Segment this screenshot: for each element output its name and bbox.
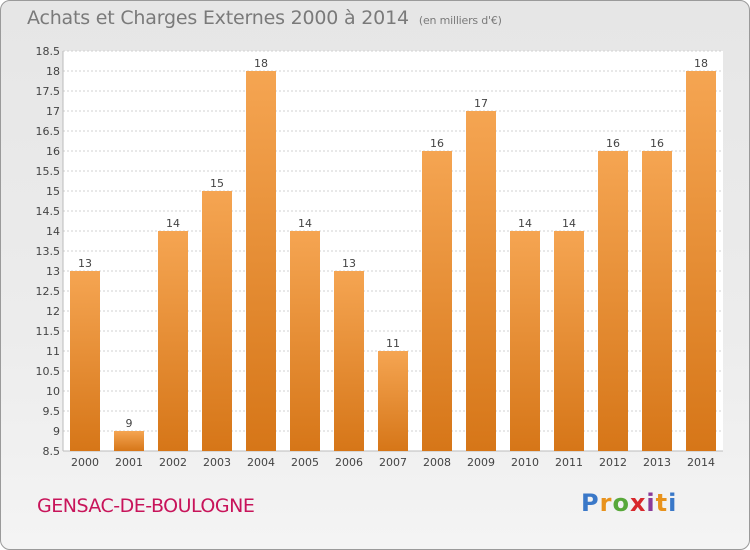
- bar: [422, 151, 452, 451]
- x-tick-label: 2000: [71, 456, 99, 469]
- bar: [202, 191, 232, 451]
- chart-title: Achats et Charges Externes 2000 à 2014 (e…: [27, 7, 502, 29]
- data-label: 17: [474, 97, 488, 110]
- data-label: 16: [650, 137, 664, 150]
- y-tick-label: 15: [46, 185, 60, 198]
- logo-letter: i: [668, 489, 678, 517]
- y-tick-label: 18: [46, 65, 60, 78]
- x-tick-label: 2001: [115, 456, 143, 469]
- bar: [598, 151, 628, 451]
- x-tick-label: 2005: [291, 456, 319, 469]
- logo-letter: t: [655, 489, 669, 517]
- y-tick-label: 16.5: [36, 125, 61, 138]
- y-tick-label: 11.5: [36, 325, 61, 338]
- y-tick-label: 9: [53, 425, 60, 438]
- bar: [510, 231, 540, 451]
- bar: [378, 351, 408, 451]
- y-tick-label: 14.5: [36, 205, 61, 218]
- commune-name: GENSAC-DE-BOULOGNE: [37, 495, 255, 517]
- y-tick-label: 17.5: [36, 85, 61, 98]
- x-tick-label: 2003: [203, 456, 231, 469]
- data-label: 13: [342, 257, 356, 270]
- y-tick-label: 14: [46, 225, 60, 238]
- data-label: 16: [606, 137, 620, 150]
- logo-letter: x: [629, 489, 647, 517]
- data-label: 14: [298, 217, 312, 230]
- data-label: 9: [126, 417, 133, 430]
- x-tick-label: 2014: [687, 456, 715, 469]
- data-label: 16: [430, 137, 444, 150]
- y-tick-label: 15.5: [36, 165, 61, 178]
- data-label: 14: [518, 217, 532, 230]
- x-tick-label: 2006: [335, 456, 363, 469]
- y-tick-label: 10: [46, 385, 60, 398]
- x-tick-label: 2013: [643, 456, 671, 469]
- logo-letter: i: [646, 489, 656, 517]
- x-tick-label: 2009: [467, 456, 495, 469]
- logo-letter: o: [612, 489, 630, 517]
- logo-letter: r: [599, 489, 613, 517]
- x-tick-label: 2011: [555, 456, 583, 469]
- x-tick-label: 2008: [423, 456, 451, 469]
- logo-letter: P: [581, 489, 600, 517]
- x-tick-label: 2012: [599, 456, 627, 469]
- y-tick-label: 16: [46, 145, 60, 158]
- chart-unit: (en milliers d'€): [418, 14, 502, 27]
- y-tick-label: 17: [46, 105, 60, 118]
- y-tick-label: 18.5: [36, 45, 61, 58]
- y-tick-label: 11: [46, 345, 60, 358]
- bar: [686, 71, 716, 451]
- data-label: 14: [166, 217, 180, 230]
- proxiti-logo: Proxiti: [581, 489, 677, 517]
- bar: [114, 431, 144, 451]
- bar: [246, 71, 276, 451]
- x-tick-label: 2004: [247, 456, 275, 469]
- x-tick-label: 2007: [379, 456, 407, 469]
- y-tick-label: 8.5: [43, 445, 61, 458]
- x-tick-label: 2002: [159, 456, 187, 469]
- y-tick-label: 12: [46, 305, 60, 318]
- y-tick-label: 12.5: [36, 285, 61, 298]
- y-tick-label: 9.5: [43, 405, 61, 418]
- data-label: 14: [562, 217, 576, 230]
- y-tick-label: 13: [46, 265, 60, 278]
- data-label: 13: [78, 257, 92, 270]
- y-tick-label: 13.5: [36, 245, 61, 258]
- bar: [466, 111, 496, 451]
- bar: [158, 231, 188, 451]
- data-label: 15: [210, 177, 224, 190]
- chart-title-text: Achats et Charges Externes 2000 à 2014: [27, 7, 409, 29]
- y-tick-label: 10.5: [36, 365, 61, 378]
- bar: [554, 231, 584, 451]
- bar: [334, 271, 364, 451]
- bar: [290, 231, 320, 451]
- bar: [70, 271, 100, 451]
- data-label: 18: [254, 57, 268, 70]
- data-label: 18: [694, 57, 708, 70]
- x-tick-label: 2010: [511, 456, 539, 469]
- data-label: 11: [386, 337, 400, 350]
- bar: [642, 151, 672, 451]
